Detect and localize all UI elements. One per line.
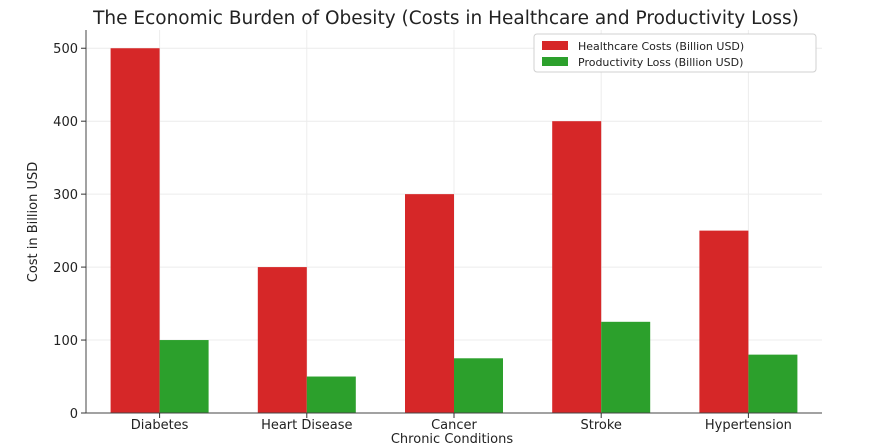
y-tick-label: 200 [53, 261, 78, 276]
y-tick-label: 300 [53, 188, 78, 203]
bar-productivity-heart-disease [306, 376, 356, 413]
chart-title: The Economic Burden of Obesity (Costs in… [92, 8, 799, 29]
bar-productivity-cancer [454, 358, 503, 413]
x-tick-label: Heart Disease [261, 418, 352, 433]
y-tick-label: 400 [53, 115, 78, 130]
bars-group [110, 48, 798, 413]
y-tick-label: 100 [53, 334, 78, 349]
bar-healthcare-heart-disease [257, 267, 307, 413]
y-tick-label: 500 [53, 42, 78, 57]
bar-healthcare-stroke [552, 121, 602, 413]
legend: Healthcare Costs (Billion USD) Productivi… [533, 33, 817, 73]
bar-productivity-hypertension [748, 354, 798, 413]
bar-healthcare-hypertension [699, 230, 749, 413]
x-axis-label: Chronic Conditions [391, 432, 513, 446]
x-tick-label: Diabetes [131, 418, 189, 433]
legend-box [533, 33, 817, 73]
bar-productivity-diabetes [159, 340, 209, 413]
legend-label: Healthcare Costs (Billion USD) [578, 40, 744, 53]
y-axis-ticks: 0 100 200 300 400 500 [53, 42, 86, 422]
x-tick-label: Stroke [580, 418, 621, 433]
x-tick-label: Cancer [431, 418, 477, 433]
legend-label: Productivity Loss (Billion USD) [578, 56, 743, 69]
x-axis-ticks: Diabetes Heart Disease Cancer Stroke Hyperte… [131, 413, 792, 433]
y-tick-label: 0 [70, 407, 78, 422]
bar-productivity-stroke [601, 321, 651, 413]
y-axis-label: Cost in Billion USD [26, 162, 41, 283]
legend-swatch [542, 41, 568, 50]
bar-healthcare-diabetes [110, 48, 160, 413]
x-tick-label: Hypertension [705, 418, 792, 433]
legend-swatch [542, 57, 568, 66]
bar-healthcare-cancer [405, 194, 454, 413]
